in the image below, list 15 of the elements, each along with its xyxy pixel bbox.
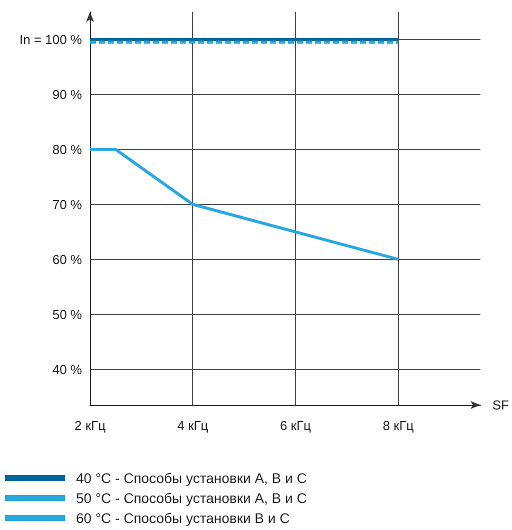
y-tick-label: 70 % [52,196,82,212]
x-tick-label: 6 кГц [280,418,312,433]
y-tick-label: 40 % [52,362,82,377]
legend-label: 60 °C - Способы установки B и C [76,510,290,526]
x-tick-label: 2 кГц [74,418,106,433]
legend-label: 40 °C - Способы установки A, B и C [76,470,307,486]
y-tick-label: 60 % [52,252,82,267]
y-tick-label: 50 % [52,306,82,322]
legend-label: 50 °C - Способы установки A, B и C [76,490,307,506]
x-tick-label: 4 кГц [177,418,209,433]
y-tick-label: 90 % [52,86,82,102]
y-tick-label: 80 % [52,142,82,157]
x-axis-title: SF [492,398,510,412]
y-tick-label: In = 100 % [19,32,82,47]
x-tick-label: 8 кГц [382,418,414,433]
